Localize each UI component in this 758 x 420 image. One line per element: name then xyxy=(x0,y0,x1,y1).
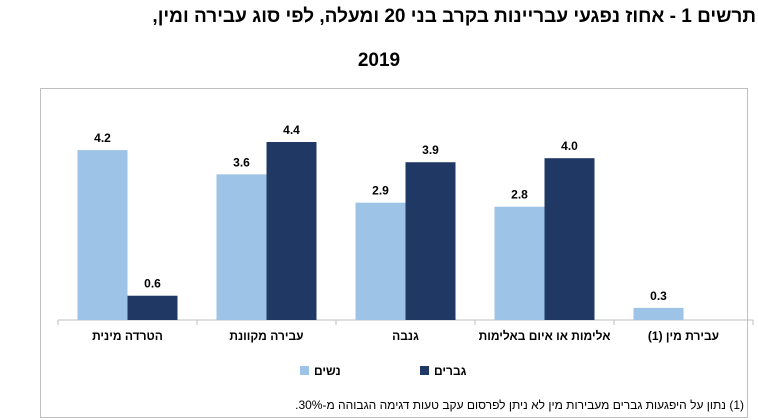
data-label: 3.9 xyxy=(422,143,439,157)
bar xyxy=(127,295,178,320)
data-label: 4.0 xyxy=(561,139,578,153)
legend-label: נשים xyxy=(314,364,341,378)
data-label: 3.6 xyxy=(233,155,250,169)
category-label: עבירה מקוונת xyxy=(229,329,303,343)
bar xyxy=(633,307,684,320)
category-label: עבירת מין (1) xyxy=(648,329,719,343)
data-label: 4.4 xyxy=(283,123,300,137)
bar xyxy=(355,202,406,320)
bar xyxy=(77,150,128,320)
data-label: 0.6 xyxy=(144,277,161,291)
bar xyxy=(266,142,317,320)
chart-frame xyxy=(40,88,748,418)
footnote: (1) נתון על היפגעות גברים מעבירות מין לא… xyxy=(295,398,744,412)
bar xyxy=(494,206,545,320)
data-label: 2.9 xyxy=(372,184,389,198)
category-label: גנבה xyxy=(392,329,419,343)
category-label: הטרדה מינית xyxy=(92,329,163,343)
legend-label: גברים xyxy=(434,364,467,378)
data-label: 4.2 xyxy=(94,131,111,145)
legend-swatch xyxy=(420,366,429,375)
chart-subtitle: 2019 xyxy=(357,50,401,71)
bar xyxy=(405,162,456,320)
legend-swatch xyxy=(300,366,309,375)
data-label: 2.8 xyxy=(511,188,528,202)
chart-title: תרשים 1 - אחוז נפגעי עבריינות בקרב בני 2… xyxy=(152,6,756,27)
data-label: 0.3 xyxy=(650,289,667,303)
category-label: אלימות או איום באלימות xyxy=(479,329,611,343)
bar xyxy=(544,158,595,320)
bar xyxy=(216,174,267,320)
